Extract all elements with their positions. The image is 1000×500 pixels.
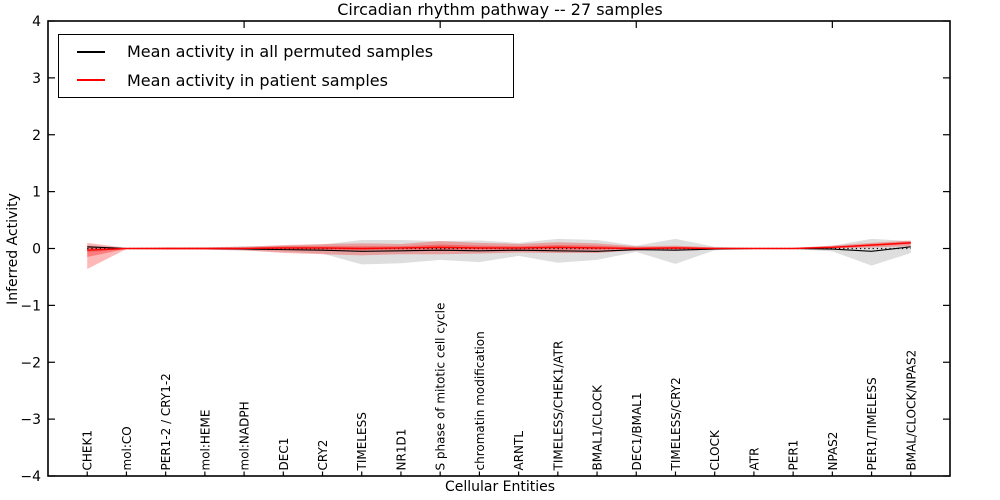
x-category-label: BMAL1/CLOCK: [591, 384, 605, 471]
x-category-label: PER1-2 / CRY1-2: [159, 373, 173, 470]
y-axis-label: Inferred Activity: [5, 193, 21, 305]
x-category-label: DEC1/BMAL1: [630, 393, 644, 471]
y-tick-label: 0: [32, 242, 41, 258]
y-tick-label: −2: [20, 355, 41, 371]
x-category-label: S phase of mitotic cell cycle: [434, 303, 448, 471]
x-category-label: CLOCK: [708, 429, 722, 470]
x-category-label: TIMELESS/CRY2: [669, 377, 683, 471]
legend-label-permuted: Mean activity in all permuted samples: [127, 42, 434, 62]
y-tick-label: −4: [20, 469, 41, 485]
y-tick-label: 4: [32, 14, 41, 30]
x-category-label: CHEK1: [81, 430, 95, 471]
legend-label-patient: Mean activity in patient samples: [127, 70, 388, 90]
legend-item-permuted: Mean activity in all permuted samples: [59, 38, 513, 66]
x-category-label: ATR: [747, 448, 761, 471]
x-axis-label: Cellular Entities: [444, 479, 556, 495]
y-tick-label: −1: [20, 298, 41, 314]
x-category-label: NPAS2: [826, 432, 840, 471]
x-category-label: CRY2: [316, 440, 330, 471]
x-category-label: mol:NADPH: [238, 401, 252, 470]
x-category-label: TIMELESS/CHEK1/ATR: [551, 341, 565, 472]
y-tick-label: 1: [32, 185, 41, 201]
x-category-label: ARNTL: [512, 431, 526, 471]
y-tick-label: 2: [32, 128, 41, 144]
x-category-label: chromatin modification: [473, 331, 487, 470]
x-category-label: PER1: [787, 440, 801, 471]
y-tick-label: −3: [20, 412, 41, 428]
x-category-label: TIMELESS: [355, 412, 369, 471]
x-category-label: PER1/TIMELESS: [865, 377, 879, 470]
patient-mean-line: [87, 242, 911, 251]
x-category-label: DEC1: [277, 438, 291, 471]
patient-line-swatch-icon: [77, 79, 105, 82]
legend-item-patient: Mean activity in patient samples: [59, 66, 513, 94]
x-category-label: BMAL/CLOCK/NPAS2: [904, 350, 918, 471]
legend: Mean activity in all permuted samples Me…: [58, 34, 514, 98]
chart-title: Circadian rhythm pathway -- 27 samples: [337, 0, 663, 19]
x-category-label: mol:HEME: [198, 410, 212, 471]
x-category-label: NR1D1: [394, 429, 408, 471]
y-tick-label: 3: [32, 71, 41, 87]
permuted-line-swatch-icon: [77, 50, 105, 53]
patient-samples-range-inner-band: [87, 241, 911, 258]
permuted-samples-range-band: [87, 238, 911, 266]
x-category-label: mol:CO: [120, 426, 134, 470]
